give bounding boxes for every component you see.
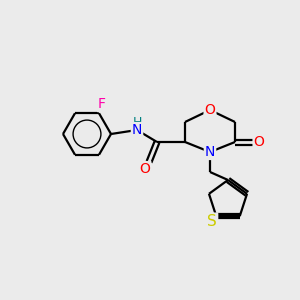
Text: O: O xyxy=(140,162,150,176)
Text: S: S xyxy=(207,214,217,229)
Text: O: O xyxy=(205,103,215,117)
Text: H: H xyxy=(132,116,142,128)
Text: O: O xyxy=(254,135,264,149)
Text: N: N xyxy=(205,145,215,159)
Text: N: N xyxy=(132,123,142,137)
Text: F: F xyxy=(98,97,106,111)
